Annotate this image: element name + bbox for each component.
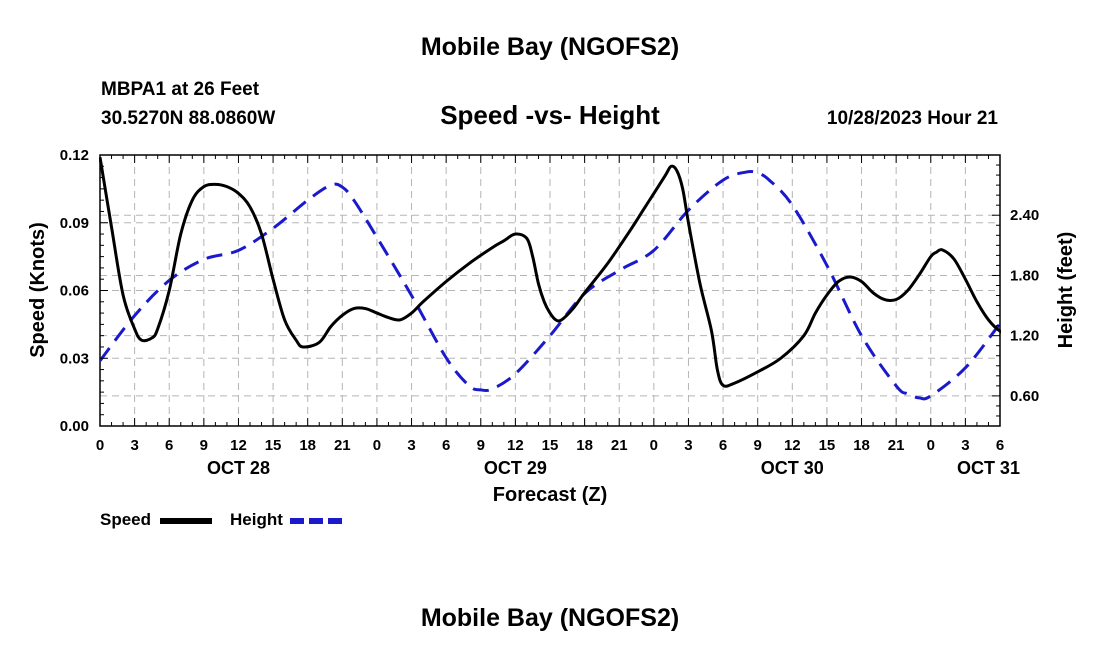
- x-tick-label: 15: [265, 437, 282, 454]
- x-tick-label: 12: [230, 437, 247, 454]
- y-tick-label: 0.09: [60, 215, 89, 232]
- page-title: Mobile Bay (NGOFS2): [421, 33, 679, 61]
- y2-axis-label: Height (feet): [1055, 232, 1077, 349]
- x-tick-label: 9: [200, 437, 208, 454]
- y-tick-label: 0.00: [60, 418, 89, 435]
- x-tick-label: 6: [165, 437, 173, 454]
- y-tick-label: 0.12: [60, 147, 89, 164]
- x-tick-label: 3: [407, 437, 415, 454]
- x-tick-label: 0: [373, 437, 381, 454]
- y-tick-label: 0.03: [60, 350, 89, 367]
- y-tick-label: 0.06: [60, 283, 89, 300]
- x-tick-label: 6: [996, 437, 1004, 454]
- x-tick-label: 0: [650, 437, 658, 454]
- x-tick-label: 21: [888, 437, 905, 454]
- y-axis-label: Speed (Knots): [27, 222, 49, 358]
- x-tick-label: 9: [754, 437, 762, 454]
- y2-tick-label: 2.40: [1010, 207, 1039, 224]
- legend-height-label: Height: [230, 510, 283, 529]
- x-tick-label: 21: [334, 437, 351, 454]
- x-tick-label: 18: [576, 437, 593, 454]
- x-tick-label: 9: [477, 437, 485, 454]
- x-tick-label: 0: [927, 437, 935, 454]
- x-tick-label: 15: [819, 437, 836, 454]
- timestamp-label: 10/28/2023 Hour 21: [827, 108, 999, 129]
- chart-title: Speed -vs- Height: [440, 100, 660, 130]
- day-label: OCT 30: [761, 458, 824, 478]
- speed-series-line: [99, 157, 1001, 388]
- series-layer: [99, 157, 1001, 401]
- x-tick-label: 21: [611, 437, 628, 454]
- x-tick-label: 0: [96, 437, 104, 454]
- x-tick-label: 3: [684, 437, 692, 454]
- coordinates-label: 30.5270N 88.0860W: [101, 108, 275, 129]
- x-tick-label: 6: [719, 437, 727, 454]
- axes: 0 3 6 9 12 15 18 21 0 3 6 9 12 15 18 21 0 3 6 9 12 15 18 21 0 3 6 O…: [60, 147, 1039, 478]
- grid: [100, 155, 1000, 426]
- y2-tick-label: 0.60: [1010, 388, 1039, 405]
- footer-title: Mobile Bay (NGOFS2): [421, 604, 679, 632]
- y2-tick-label: 1.20: [1010, 328, 1039, 345]
- x-tick-label: 18: [853, 437, 870, 454]
- x-tick-label: 3: [130, 437, 138, 454]
- station-label: MBPA1 at 26 Feet: [101, 79, 260, 100]
- x-axis-label: Forecast (Z): [493, 484, 607, 506]
- x-tick-label: 12: [507, 437, 524, 454]
- x-tick-label: 15: [542, 437, 559, 454]
- legend: Speed Height: [100, 510, 342, 529]
- height-series-line: [99, 170, 1001, 401]
- day-label: OCT 29: [484, 458, 547, 478]
- x-tick-label: 18: [299, 437, 316, 454]
- x-tick-label: 12: [784, 437, 801, 454]
- legend-speed-label: Speed: [100, 510, 151, 529]
- day-label: OCT 28: [207, 458, 270, 478]
- x-tick-label: 3: [961, 437, 969, 454]
- y2-tick-label: 1.80: [1010, 267, 1039, 284]
- day-label: OCT 31: [957, 458, 1020, 478]
- x-tick-label: 6: [442, 437, 450, 454]
